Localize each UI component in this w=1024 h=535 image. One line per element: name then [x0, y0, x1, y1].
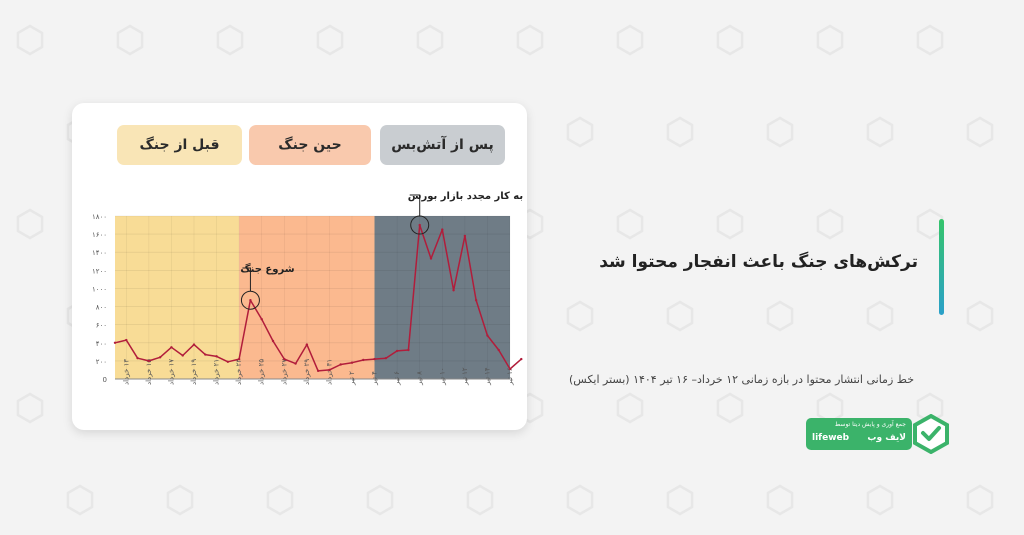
data-point [474, 299, 478, 302]
data-point [226, 360, 230, 363]
x-tick-label: ۲ تیر [348, 371, 356, 386]
y-tick-label: ۶۰۰ [96, 322, 107, 330]
x-tick-label: ۲۳ خرداد [235, 359, 243, 385]
x-tick-label: ۲۷ خرداد [280, 359, 288, 385]
data-point [125, 338, 128, 342]
headline: ترکش‌های جنگ باعث انفجار محتوا شد [599, 252, 918, 272]
y-tick-label: ۱۴۰۰ [92, 249, 107, 257]
x-tick-label: ۱۷ خرداد [167, 359, 175, 385]
badge-brand-en: lifeweb [812, 433, 850, 443]
x-tick-label: ۱۰ تیر [438, 367, 446, 386]
lifeweb-logo-icon [913, 414, 949, 454]
band-during-war [239, 216, 375, 379]
data-point [350, 361, 354, 364]
y-tick-label: ۱۲۰۰ [92, 267, 107, 275]
lifeweb-badge: جمع آوری و پایش دیتا توسط لایف وب lifewe… [806, 418, 912, 450]
data-point [181, 354, 184, 357]
data-point [395, 349, 399, 353]
data-point [136, 356, 139, 360]
y-tick-label: ۲۰۰ [96, 358, 107, 366]
y-tick-label: ۸۰۰ [96, 304, 107, 312]
data-point [204, 353, 207, 356]
data-point [260, 318, 263, 321]
data-point [249, 299, 252, 302]
x-tick-label: ۲۹ خرداد [303, 359, 311, 385]
data-point [497, 348, 500, 352]
data-point [463, 234, 467, 238]
data-point [305, 343, 309, 346]
x-tick-label: ۱۲ تیر [461, 367, 469, 386]
data-point [441, 228, 444, 231]
x-tick-label: ۱۹ خرداد [190, 359, 198, 385]
x-tick-label: ۱۶ تیر [506, 367, 514, 386]
data-point [170, 346, 173, 349]
x-tick-label: ۱۴ تیر [483, 367, 491, 386]
data-point [486, 334, 489, 337]
data-point [339, 363, 342, 366]
data-point [384, 356, 388, 360]
y-tick-label: 0 [103, 376, 107, 384]
data-point [418, 223, 421, 227]
y-tick-label: ۴۰۰ [96, 340, 107, 348]
x-tick-label: ۶ تیر [393, 371, 401, 386]
period-label-post-ceasefire: پس از آتش‌بس [380, 125, 505, 165]
data-point [271, 339, 275, 343]
x-tick-label: ۱۳ خرداد [122, 359, 130, 385]
data-point [429, 257, 433, 260]
chart-card: پس از آتش‌بس حین جنگ قبل از جنگ 0 ۲۰۰ ۴۰۰ ۶… [72, 103, 527, 430]
y-tick-label: ۱۸۰۰ [92, 213, 107, 221]
period-label-before-war: قبل از جنگ [117, 125, 242, 165]
subcaption: خط زمانی انتشار محتوا در بازه زمانی ۱۲ خ… [569, 373, 914, 386]
data-point [294, 362, 297, 365]
data-point [192, 343, 196, 346]
data-point [158, 356, 162, 359]
data-point [113, 341, 117, 344]
annotation-text-market-restart: شروع به کار مجدد بازار بورس [408, 191, 527, 202]
annotation-leader [242, 267, 251, 292]
data-point [237, 357, 241, 361]
badge-credit-text: جمع آوری و پایش دیتا توسط [834, 421, 906, 428]
data-point [452, 289, 455, 292]
annotation-leader [409, 194, 421, 217]
data-point [328, 368, 331, 372]
x-tick-label: ۸ تیر [416, 371, 424, 386]
data-point [215, 355, 218, 358]
annotation-circle-war-start [240, 290, 260, 310]
y-tick-label: ۱۶۰۰ [92, 231, 107, 239]
data-point [508, 367, 512, 371]
x-tick-label: ۴ تیر [371, 371, 379, 386]
x-tick-label: ۳۱ خرداد [325, 359, 333, 385]
x-tick-label: ۱۵ خرداد [145, 359, 153, 385]
data-point [316, 369, 320, 373]
period-label-during-war: حین جنگ [249, 125, 371, 165]
accent-bar [939, 219, 944, 315]
data-point [362, 358, 365, 362]
line-chart: 0 ۲۰۰ ۴۰۰ ۶۰۰ ۸۰۰ ۱۰۰۰ ۱۲۰۰ ۱۴۰۰ ۱۶۰۰ ۱۸۰۰ ۱۳ خردا… [92, 191, 527, 386]
badge-brand-fa: لایف وب [867, 433, 906, 443]
band-before-war [115, 216, 240, 379]
y-tick-label: ۱۰۰۰ [92, 285, 107, 293]
x-tick-label: ۲۵ خرداد [258, 359, 266, 385]
x-tick-label: ۲۱ خرداد [213, 359, 221, 385]
data-point [147, 359, 151, 363]
data-point [283, 357, 286, 361]
data-point [520, 357, 523, 361]
data-point [407, 348, 410, 352]
data-point [373, 357, 376, 361]
annotation-text-war-start: شروع جنگ [240, 263, 294, 275]
